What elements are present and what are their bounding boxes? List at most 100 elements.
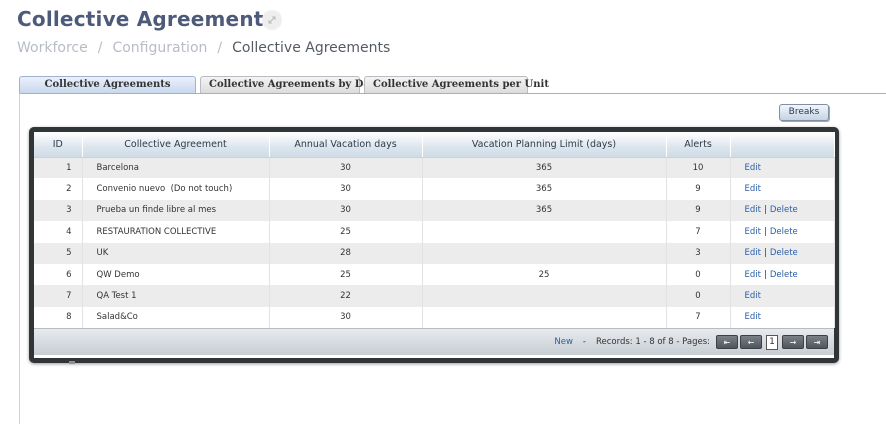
breadcrumb: Workforce / Configuration / Collective Agree… bbox=[17, 40, 390, 56]
column-header-collective-agreement[interactable]: Collective Agreement bbox=[82, 132, 270, 158]
table-row[interactable]: 6 QW Demo 25 25 0 Edit | Delete bbox=[34, 263, 835, 286]
action-separator: | bbox=[763, 248, 767, 259]
table-row[interactable]: 5 UK 28 3 Edit | Delete bbox=[34, 242, 835, 264]
cell-actions: Edit | Delete bbox=[730, 221, 835, 243]
last-page-icon[interactable]: ⇥ bbox=[806, 335, 828, 350]
tab-collective-agreements-by-date[interactable]: Collective Agreements by Date bbox=[200, 76, 381, 93]
edit-link[interactable]: Edit bbox=[744, 291, 761, 302]
cell-id: 8 bbox=[34, 306, 83, 329]
column-header-annual-vacation-days[interactable]: Annual Vacation days bbox=[269, 132, 423, 158]
new-link[interactable]: New bbox=[554, 337, 573, 348]
cell-agreement-name: Prueba un finde libre al mes bbox=[82, 199, 270, 222]
breadcrumb-separator: / bbox=[217, 40, 223, 56]
table-header-row: ID Collective Agreement Annual Vacation … bbox=[34, 132, 835, 158]
cell-id: 6 bbox=[34, 263, 83, 286]
cell-planning-limit bbox=[422, 285, 667, 307]
next-page-icon[interactable]: → bbox=[782, 335, 804, 350]
cell-alerts: 3 bbox=[666, 242, 731, 264]
tab-collective-agreements[interactable]: Collective Agreements bbox=[19, 76, 196, 93]
cell-annual-vacation: 25 bbox=[269, 221, 423, 243]
column-header-actions bbox=[730, 132, 835, 158]
cell-annual-vacation: 30 bbox=[269, 199, 423, 222]
breadcrumb-configuration[interactable]: Configuration bbox=[112, 40, 208, 56]
cell-alerts: 10 bbox=[666, 157, 731, 179]
cell-id: 2 bbox=[34, 178, 83, 200]
cell-alerts: 7 bbox=[666, 221, 731, 243]
cell-actions: Edit bbox=[730, 285, 835, 307]
tab-collective-agreements-per-unit[interactable]: Collective Agreements per Unit bbox=[364, 76, 549, 93]
cell-actions: Edit | Delete bbox=[730, 199, 835, 222]
cell-agreement-name: QA Test 1 bbox=[82, 285, 270, 307]
cell-planning-limit bbox=[422, 242, 667, 264]
delete-link[interactable]: Delete bbox=[769, 269, 798, 280]
breadcrumb-separator: / bbox=[97, 40, 103, 56]
cell-id: 5 bbox=[34, 242, 83, 264]
edit-link[interactable]: Edit bbox=[744, 312, 761, 323]
page-number-input[interactable]: 1 bbox=[766, 334, 778, 350]
edit-link[interactable]: Edit bbox=[744, 205, 761, 216]
cell-alerts: 0 bbox=[666, 285, 731, 307]
cell-actions: Edit | Delete bbox=[730, 263, 835, 286]
expand-icon[interactable] bbox=[262, 10, 282, 30]
cell-annual-vacation: 30 bbox=[269, 306, 423, 329]
cell-id: 1 bbox=[34, 157, 83, 179]
cell-annual-vacation: 25 bbox=[269, 263, 423, 286]
table-row[interactable]: 1 Barcelona 30 365 10 Edit bbox=[34, 157, 835, 179]
table-row[interactable]: 4 RESTAURATION COLLECTIVE 25 7 Edit | Dele… bbox=[34, 221, 835, 243]
edit-link[interactable]: Edit bbox=[744, 269, 761, 280]
edit-link[interactable]: Edit bbox=[744, 162, 761, 173]
cell-annual-vacation: 22 bbox=[269, 285, 423, 307]
cell-alerts: 7 bbox=[666, 306, 731, 329]
cell-alerts: 9 bbox=[666, 199, 731, 222]
edit-link[interactable]: Edit bbox=[744, 248, 761, 259]
breadcrumb-workforce[interactable]: Workforce bbox=[17, 40, 88, 56]
cell-planning-limit: 365 bbox=[422, 157, 667, 179]
action-separator: | bbox=[763, 226, 767, 237]
cell-annual-vacation: 30 bbox=[269, 157, 423, 179]
breadcrumb-current: Collective Agreements bbox=[232, 40, 391, 56]
prev-page-icon[interactable]: ← bbox=[740, 335, 762, 350]
cell-planning-limit: 25 bbox=[422, 263, 667, 286]
cell-id: 7 bbox=[34, 285, 83, 307]
delete-link[interactable]: Delete bbox=[769, 226, 798, 237]
cell-planning-limit: 365 bbox=[422, 178, 667, 200]
action-separator: | bbox=[763, 269, 767, 280]
cell-agreement-name: Barcelona bbox=[82, 157, 270, 179]
cell-agreement-name: QW Demo bbox=[82, 263, 270, 286]
edit-link[interactable]: Edit bbox=[744, 184, 761, 195]
page-title: Collective Agreements bbox=[17, 7, 276, 31]
cell-actions: Edit bbox=[730, 306, 835, 329]
panel-border bbox=[19, 93, 20, 424]
first-page-icon[interactable]: ⇤ bbox=[716, 335, 738, 350]
cell-planning-limit bbox=[422, 306, 667, 329]
column-header-alerts[interactable]: Alerts bbox=[666, 132, 731, 158]
cell-actions: Edit bbox=[730, 157, 835, 179]
cell-alerts: 9 bbox=[666, 178, 731, 200]
cell-planning-limit: 365 bbox=[422, 199, 667, 222]
cell-agreement-name: RESTAURATION COLLECTIVE bbox=[82, 221, 270, 243]
delete-link[interactable]: Delete bbox=[769, 205, 798, 216]
table-row[interactable]: 7 QA Test 1 22 0 Edit bbox=[34, 285, 835, 307]
records-summary: Records: 1 - 8 of 8 - Pages: bbox=[596, 337, 710, 348]
edit-link[interactable]: Edit bbox=[744, 226, 761, 237]
cell-planning-limit bbox=[422, 221, 667, 243]
breaks-button[interactable]: Breaks bbox=[779, 104, 829, 121]
column-header-id[interactable]: ID bbox=[34, 132, 83, 158]
table-row[interactable]: 3 Prueba un finde libre al mes 30 365 9 … bbox=[34, 199, 835, 222]
cell-agreement-name: UK bbox=[82, 242, 270, 264]
pager: New - Records: 1 - 8 of 8 - Pages: ⇤ ← 1… bbox=[34, 328, 834, 356]
table-row[interactable]: 2 Convenio nuevo (Do not touch) 30 365 9… bbox=[34, 178, 835, 200]
cell-agreement-name: Convenio nuevo (Do not touch) bbox=[82, 178, 270, 200]
resize-handle bbox=[69, 361, 75, 364]
tab-divider bbox=[19, 93, 886, 94]
cell-annual-vacation: 30 bbox=[269, 178, 423, 200]
table-row[interactable]: 8 Salad&Co 30 7 Edit bbox=[34, 306, 835, 329]
cell-annual-vacation: 28 bbox=[269, 242, 423, 264]
delete-link[interactable]: Delete bbox=[769, 248, 798, 259]
tab-bar: Collective Agreements Collective Agreeme… bbox=[19, 76, 549, 94]
cell-id: 3 bbox=[34, 199, 83, 222]
cell-alerts: 0 bbox=[666, 263, 731, 286]
cell-actions: Edit | Delete bbox=[730, 242, 835, 264]
cell-agreement-name: Salad&Co bbox=[82, 306, 270, 329]
column-header-vacation-planning-limit[interactable]: Vacation Planning Limit (days) bbox=[422, 132, 667, 158]
